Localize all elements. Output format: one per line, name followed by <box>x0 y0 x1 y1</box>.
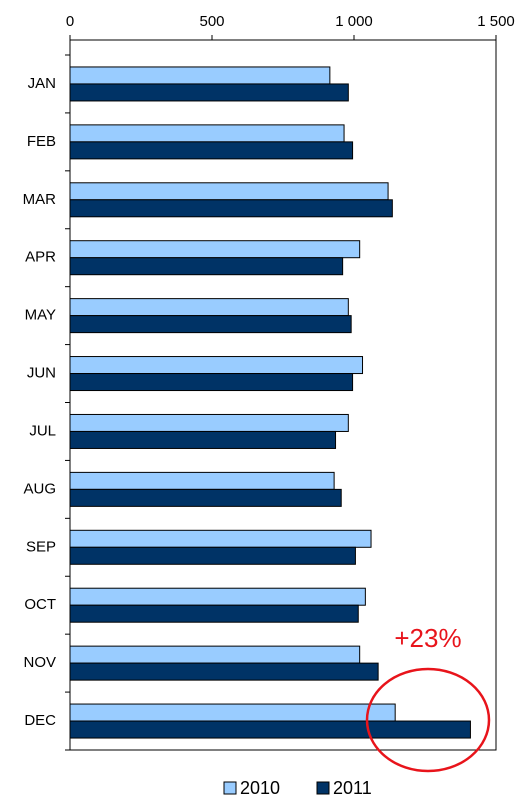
bar <box>69 720 471 739</box>
y-tick-label: AUG <box>23 480 56 497</box>
bar <box>69 529 372 548</box>
bar <box>69 141 354 160</box>
bar <box>69 83 349 102</box>
y-tick-label: DEC <box>24 712 56 729</box>
bar <box>69 413 349 432</box>
y-tick-label: FEB <box>27 133 56 150</box>
bar <box>69 356 364 375</box>
bar <box>69 587 366 606</box>
bar <box>69 471 335 490</box>
bar <box>69 182 389 201</box>
y-tick-label: JAN <box>28 75 56 92</box>
legend-swatch <box>316 781 330 795</box>
y-tick-label: OCT <box>24 596 56 613</box>
annotation: +23% <box>394 623 461 653</box>
y-tick-label: JUN <box>27 365 56 382</box>
y-tick-label: JUL <box>29 422 56 439</box>
y-tick-label: APR <box>25 249 56 266</box>
x-tick-label: 500 <box>199 13 224 30</box>
plot-frame <box>69 39 497 751</box>
bar <box>69 199 393 218</box>
highlight-circle <box>365 667 491 773</box>
y-tick-label: SEP <box>26 538 56 555</box>
bar <box>69 124 345 143</box>
legend-label: 2011 <box>333 778 372 798</box>
bar <box>69 298 349 317</box>
bar <box>69 645 361 664</box>
bar <box>69 703 396 722</box>
x-tick-label: 1 000 <box>335 13 373 30</box>
bar <box>69 240 361 259</box>
bar <box>69 604 359 623</box>
y-tick-label: MAY <box>25 307 56 324</box>
bar <box>69 315 352 334</box>
legend-label: 2010 <box>240 778 280 798</box>
y-tick-label: MAR <box>23 191 57 208</box>
x-tick-label: 1 500 <box>477 13 515 30</box>
bar <box>69 66 331 85</box>
bar <box>69 430 337 449</box>
bar <box>69 488 342 507</box>
bar <box>69 546 356 565</box>
bar <box>69 257 344 276</box>
bar <box>69 373 354 392</box>
bar <box>69 662 379 681</box>
x-tick-label: 0 <box>66 13 74 30</box>
y-tick-label: NOV <box>23 654 56 671</box>
legend-swatch <box>223 781 237 795</box>
